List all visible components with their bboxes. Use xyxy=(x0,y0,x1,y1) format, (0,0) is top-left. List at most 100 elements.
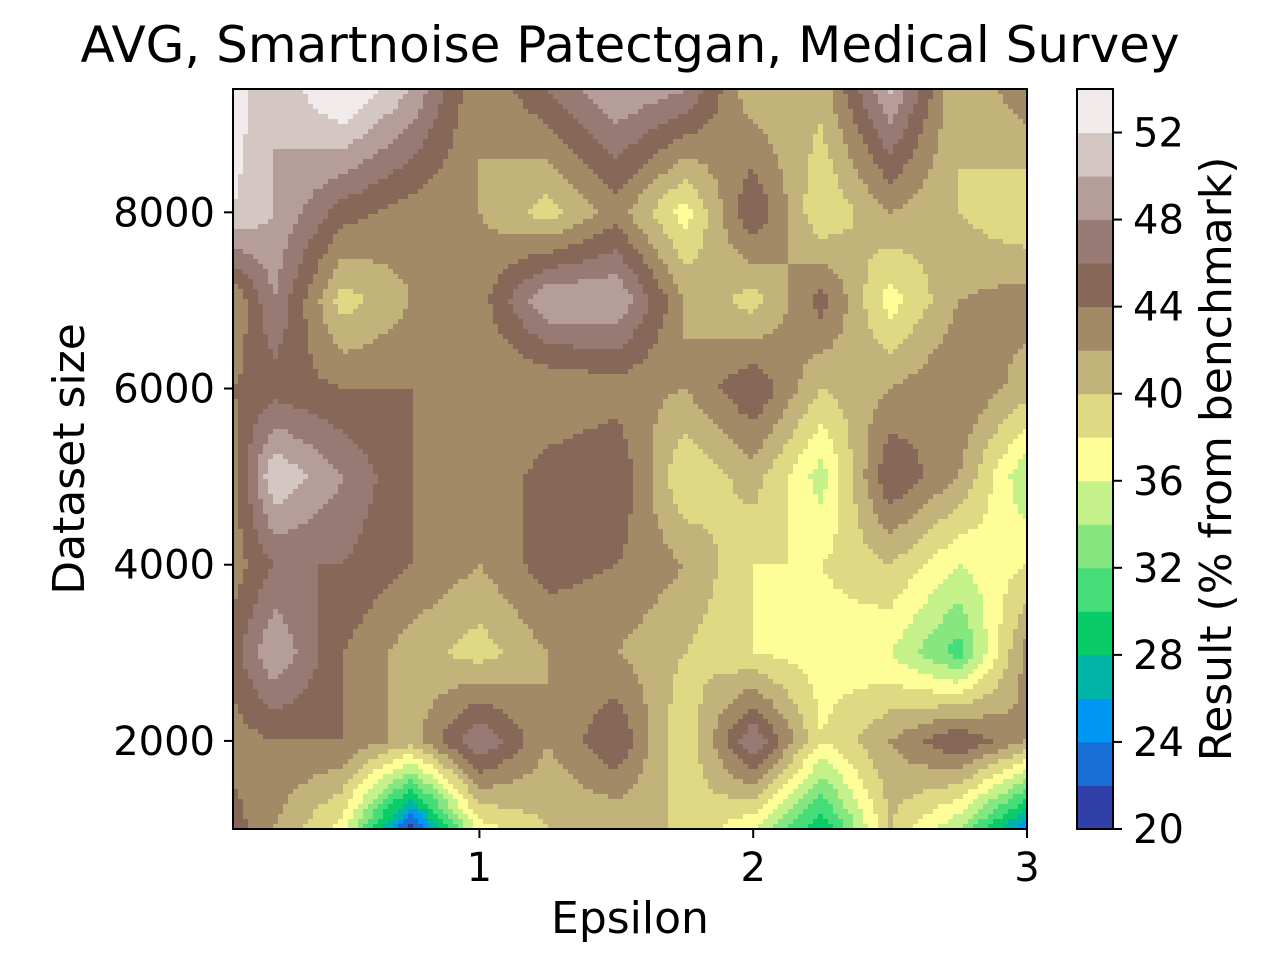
contour-cell xyxy=(413,199,419,205)
contour-cell xyxy=(768,219,774,225)
contour-cell xyxy=(353,234,359,240)
contour-cell xyxy=(283,164,289,170)
contour-cell xyxy=(438,209,444,215)
contour-cell xyxy=(673,134,679,140)
contour-cell xyxy=(418,134,424,140)
contour-cell xyxy=(753,94,759,100)
contour-cell xyxy=(363,209,369,215)
contour-cell xyxy=(988,179,994,185)
contour-cell xyxy=(603,209,609,215)
contour-cell xyxy=(753,184,759,190)
contour-cell xyxy=(948,239,954,245)
contour-cell xyxy=(778,219,784,225)
contour-cell xyxy=(313,154,319,160)
contour-cell xyxy=(728,169,734,175)
contour-cell xyxy=(903,144,909,150)
contour-cell xyxy=(463,224,469,230)
contour-cell xyxy=(978,174,984,180)
contour-cell xyxy=(868,164,874,170)
contour-cell xyxy=(713,124,719,130)
contour-cell xyxy=(483,194,489,200)
contour-cell xyxy=(308,179,314,185)
contour-cell xyxy=(963,179,969,185)
contour-cell xyxy=(798,159,804,165)
contour-cell xyxy=(603,139,609,145)
contour-cell xyxy=(863,124,869,130)
contour-cell xyxy=(723,94,729,100)
contour-cell xyxy=(733,134,739,140)
contour-cell xyxy=(388,164,394,170)
contour-cell xyxy=(503,219,509,225)
contour-cell xyxy=(603,94,609,100)
contour-cell xyxy=(403,244,409,250)
contour-cell xyxy=(948,139,954,145)
contour-cell xyxy=(238,194,244,200)
contour-cell xyxy=(358,104,364,110)
contour-cell xyxy=(773,219,779,225)
contour-cell xyxy=(513,129,519,135)
contour-cell xyxy=(478,209,484,215)
contour-cell xyxy=(968,144,974,150)
contour-cell xyxy=(553,149,559,155)
contour-cell xyxy=(638,104,644,110)
contour-cell xyxy=(418,214,424,220)
contour-cell xyxy=(883,179,889,185)
contour-cell xyxy=(613,99,619,105)
contour-cell xyxy=(518,169,524,175)
contour-cell xyxy=(978,224,984,230)
contour-cell xyxy=(598,134,604,140)
contour-cell xyxy=(668,224,674,230)
contour-cell xyxy=(763,224,769,230)
contour-cell xyxy=(668,219,674,225)
contour-cell xyxy=(518,109,524,115)
contour-cell xyxy=(813,179,819,185)
contour-cell xyxy=(768,189,774,195)
contour-cell xyxy=(1008,124,1014,130)
contour-cell xyxy=(733,154,739,160)
contour-cell xyxy=(378,94,384,100)
contour-cell xyxy=(508,164,514,170)
contour-cell xyxy=(418,184,424,190)
contour-cell xyxy=(748,164,754,170)
contour-cell xyxy=(848,114,854,120)
contour-cell xyxy=(748,224,754,230)
contour-cell xyxy=(693,169,699,175)
contour-cell xyxy=(778,209,784,215)
contour-cell xyxy=(368,139,374,145)
contour-cell xyxy=(508,189,514,195)
contour-cell xyxy=(378,194,384,200)
contour-cell xyxy=(343,119,349,125)
contour-cell xyxy=(288,199,294,205)
contour-cell xyxy=(303,224,309,230)
contour-cell xyxy=(848,219,854,225)
contour-cell xyxy=(343,114,349,120)
contour-cell xyxy=(788,114,794,120)
contour-cell xyxy=(893,119,899,125)
contour-cell xyxy=(298,204,304,210)
contour-cell xyxy=(248,239,254,245)
contour-cell xyxy=(923,144,929,150)
contour-cell xyxy=(703,104,709,110)
contour-cell xyxy=(998,104,1004,110)
contour-cell xyxy=(253,209,259,215)
contour-cell xyxy=(733,129,739,135)
contour-cell xyxy=(353,164,359,170)
contour-cell xyxy=(383,184,389,190)
contour-cell xyxy=(803,134,809,140)
contour-cell xyxy=(268,189,274,195)
contour-cell xyxy=(653,214,659,220)
contour-cell xyxy=(933,169,939,175)
contour-cell xyxy=(778,184,784,190)
contour-cell xyxy=(593,99,599,105)
contour-cell xyxy=(273,209,279,215)
contour-cell xyxy=(283,159,289,165)
contour-cell xyxy=(403,159,409,165)
contour-cell xyxy=(713,224,719,230)
contour-cell xyxy=(773,124,779,130)
contour-cell xyxy=(408,94,414,100)
contour-cell xyxy=(658,199,664,205)
contour-cell xyxy=(743,129,749,135)
contour-cell xyxy=(823,139,829,145)
contour-cell xyxy=(768,114,774,120)
contour-cell xyxy=(858,189,864,195)
